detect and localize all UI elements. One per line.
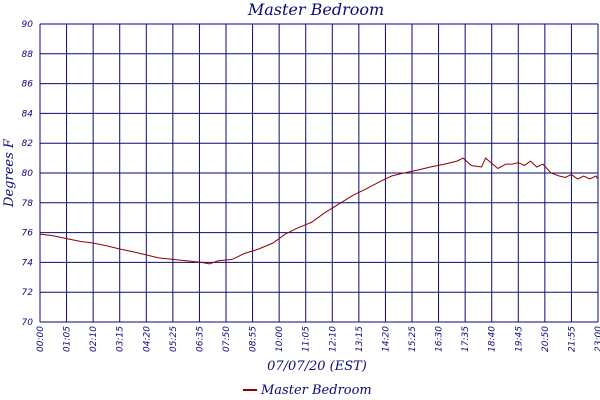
x-tick-label: 12:10 <box>328 326 338 352</box>
x-tick-label: 03:15 <box>116 326 126 352</box>
y-tick-label: 88 <box>22 50 34 60</box>
x-tick-label: 14:20 <box>381 326 391 352</box>
y-axis-label: Degrees F <box>2 138 17 208</box>
x-tick-label: 17:35 <box>461 326 471 352</box>
x-tick-label: 19:45 <box>514 326 524 352</box>
x-tick-label: 00:00 <box>36 326 46 352</box>
x-tick-label: 23:00 <box>594 326 600 352</box>
y-tick-label: 86 <box>22 80 34 90</box>
x-tick-label: 15:25 <box>408 326 418 352</box>
x-tick-label: 06:35 <box>195 326 205 352</box>
series-line <box>39 157 599 265</box>
x-axis-label: 07/07/20 (EST) <box>267 359 367 374</box>
y-tick-label: 78 <box>22 199 34 209</box>
x-axis-ticks: 00:00 01:05 02:10 03:15 04:20 05:25 06:35 07:50… <box>36 326 600 352</box>
y-tick-label: 70 <box>22 318 34 328</box>
x-tick-label: 10:00 <box>275 326 285 352</box>
plot-grid <box>39 23 599 323</box>
series-layer <box>39 157 599 265</box>
legend: Master Bedroom <box>243 383 372 398</box>
x-tick-label: 21:55 <box>567 326 577 352</box>
x-tick-label: 07:50 <box>222 326 232 352</box>
x-tick-label: 20:50 <box>541 326 551 352</box>
x-tick-label: 16:30 <box>435 326 445 352</box>
chart-title: Master Bedroom <box>247 0 384 19</box>
y-tick-label: 76 <box>22 229 34 239</box>
y-tick-label: 72 <box>22 288 34 298</box>
y-axis-ticks: 70 72 74 76 78 80 82 84 86 88 90 <box>22 20 34 328</box>
y-tick-label: 82 <box>22 139 34 149</box>
y-tick-label: 90 <box>22 20 34 30</box>
x-tick-label: 11:05 <box>302 326 312 352</box>
y-tick-label: 84 <box>22 109 34 119</box>
x-tick-label: 01:05 <box>63 326 73 352</box>
x-tick-label: 02:10 <box>89 326 99 352</box>
x-tick-label: 08:55 <box>249 326 259 352</box>
y-tick-label: 80 <box>22 169 34 179</box>
x-tick-label: 04:20 <box>142 326 152 352</box>
legend-label: Master Bedroom <box>260 383 372 398</box>
x-tick-label: 05:25 <box>169 326 179 352</box>
x-tick-label: 13:15 <box>355 326 365 352</box>
y-tick-label: 74 <box>22 258 34 268</box>
x-tick-label: 18:40 <box>488 326 498 352</box>
